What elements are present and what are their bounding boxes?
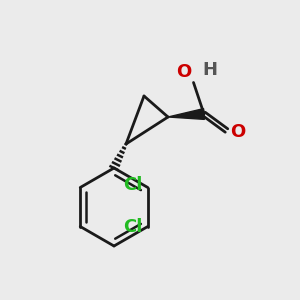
- Text: Cl: Cl: [123, 176, 142, 194]
- Polygon shape: [168, 109, 204, 119]
- Text: Cl: Cl: [123, 218, 142, 236]
- Text: O: O: [176, 63, 191, 81]
- Text: O: O: [230, 123, 245, 141]
- Text: H: H: [202, 61, 217, 79]
